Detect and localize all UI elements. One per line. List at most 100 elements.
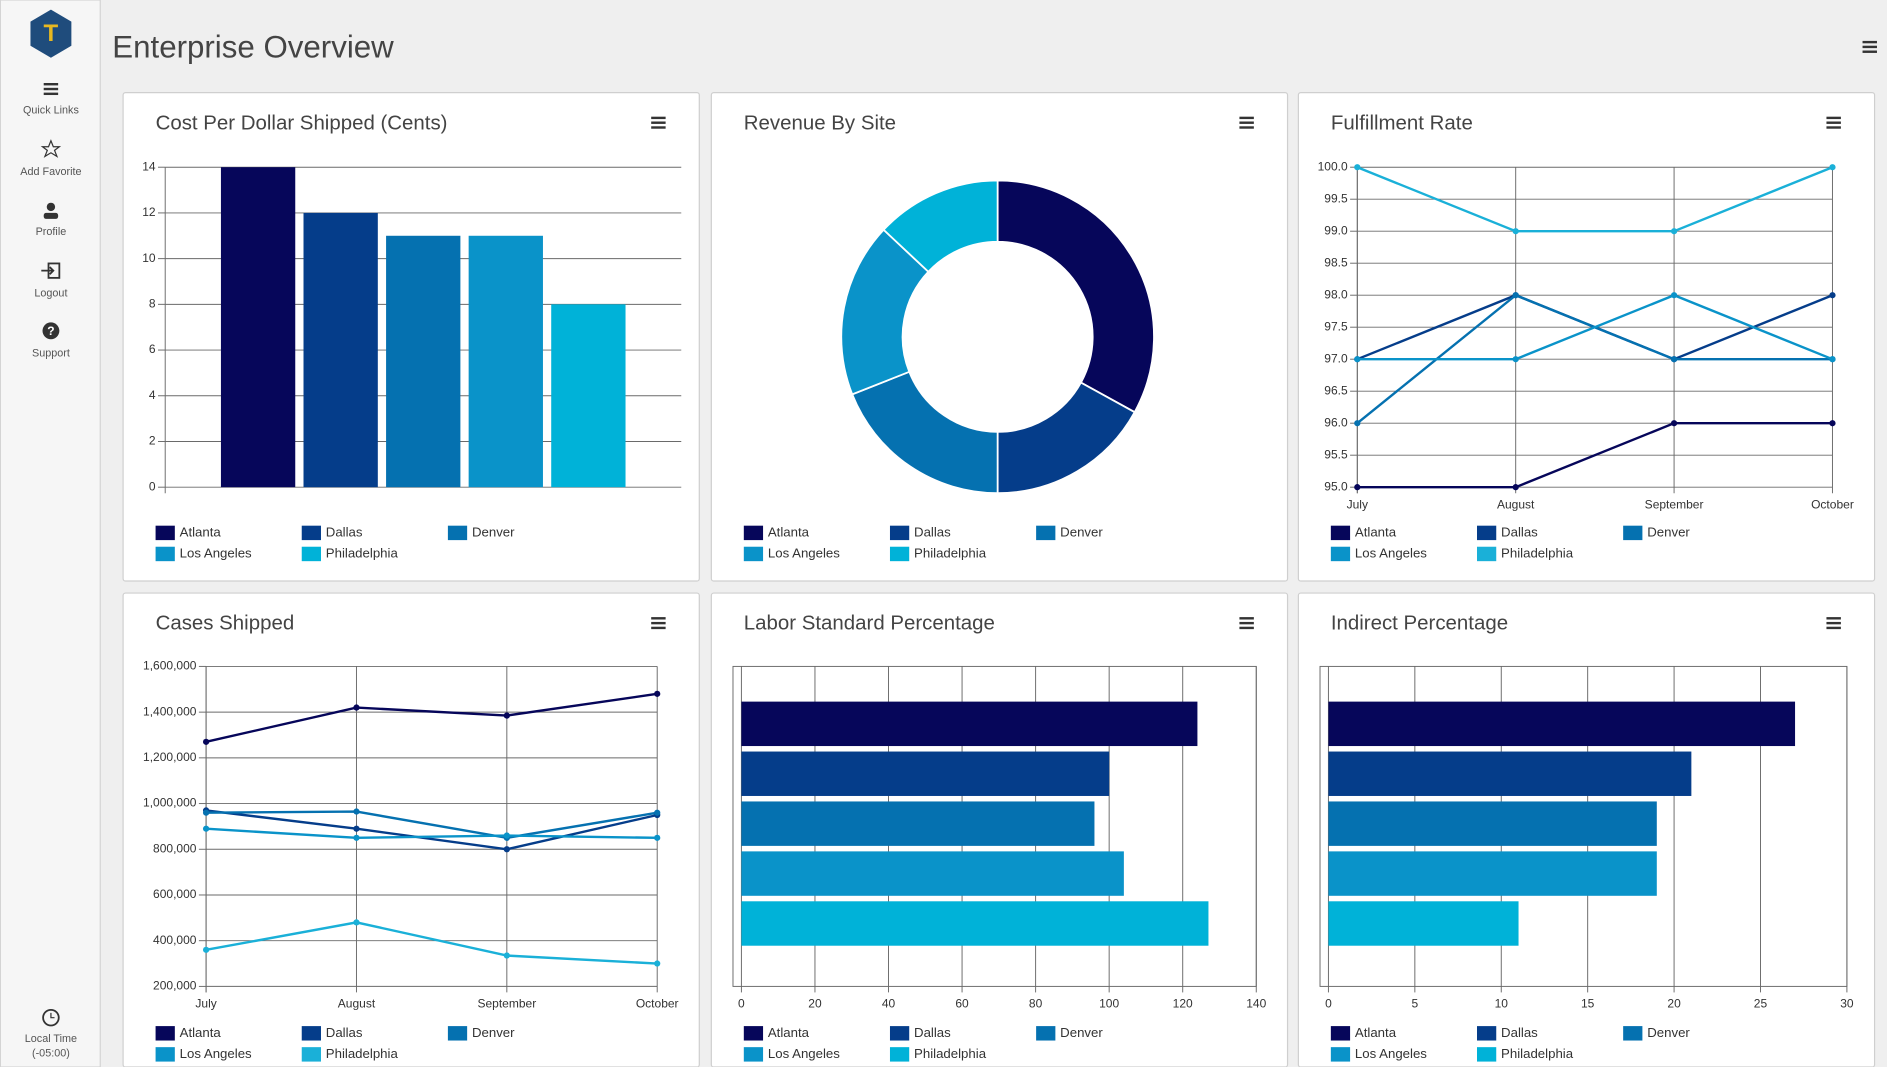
legend-label[interactable]: Dallas — [914, 524, 951, 539]
bar — [1328, 901, 1519, 946]
y-tick-label: 2 — [149, 434, 156, 448]
legend-swatch[interactable] — [301, 546, 321, 562]
menu-bar — [1826, 626, 1841, 630]
chart-title: Cost Per Dollar Shipped (Cents) — [156, 111, 448, 134]
legend-label[interactable]: Atlanta — [768, 1025, 810, 1040]
bar — [741, 701, 1198, 747]
favorite-icon[interactable] — [40, 139, 62, 158]
chart-title: Revenue By Site — [744, 111, 896, 134]
legend-label[interactable]: Los Angeles — [768, 545, 840, 560]
legend-swatch[interactable] — [1036, 525, 1056, 541]
legend-label[interactable]: Los Angeles — [1355, 545, 1427, 560]
support-icon[interactable]: ? — [42, 322, 60, 340]
legend-label[interactable]: Philadelphia — [326, 1046, 399, 1061]
bar — [468, 235, 543, 488]
legend-swatch[interactable] — [743, 546, 764, 562]
point — [1670, 292, 1678, 299]
legend-label[interactable]: Denver — [1060, 1025, 1103, 1040]
legend-swatch[interactable] — [1477, 525, 1497, 541]
x-tick-label: 0 — [738, 997, 745, 1011]
quick-links-icon[interactable] — [43, 83, 59, 96]
legend-swatch[interactable] — [155, 525, 175, 541]
legend-label[interactable]: Dallas — [326, 524, 363, 539]
legend-label[interactable]: Los Angeles — [180, 1046, 252, 1061]
legend-label[interactable]: Dallas — [914, 1025, 951, 1040]
chart-menu[interactable] — [1826, 617, 1841, 630]
legend-label[interactable]: Atlanta — [768, 524, 810, 539]
legend-label[interactable]: Philadelphia — [1501, 545, 1574, 560]
legend-label[interactable]: Denver — [1060, 524, 1103, 539]
legend-label[interactable]: Los Angeles — [768, 1046, 840, 1061]
x-tick-label: 10 — [1495, 997, 1509, 1011]
legend-swatch[interactable] — [889, 525, 910, 541]
point — [1829, 420, 1836, 427]
legend-label[interactable]: Atlanta — [180, 1025, 222, 1040]
legend-swatch[interactable] — [301, 525, 321, 541]
legend-swatch[interactable] — [1623, 1026, 1643, 1041]
bar — [741, 851, 1124, 896]
nav-label[interactable]: Quick Links — [23, 105, 79, 117]
legend-label[interactable]: Denver — [472, 524, 515, 539]
point — [202, 946, 210, 953]
legend-swatch[interactable] — [1330, 546, 1351, 562]
chart-menu[interactable] — [1239, 617, 1254, 630]
legend-swatch[interactable] — [155, 1026, 175, 1041]
y-tick-label: 1,200,000 — [143, 750, 197, 764]
chart-menu[interactable] — [1239, 116, 1254, 129]
legend-label[interactable]: Dallas — [326, 1025, 363, 1040]
nav-label[interactable]: Add Favorite — [20, 166, 81, 178]
legend-label[interactable]: Philadelphia — [1501, 1046, 1574, 1061]
legend-label[interactable]: Los Angeles — [180, 545, 252, 560]
legend-swatch[interactable] — [1477, 1026, 1497, 1041]
legend-label[interactable]: Los Angeles — [1355, 1046, 1427, 1061]
legend-swatch[interactable] — [1477, 546, 1497, 562]
legend-swatch[interactable] — [889, 1026, 910, 1041]
legend-label[interactable]: Philadelphia — [914, 545, 987, 560]
legend-label[interactable]: Dallas — [1501, 524, 1538, 539]
series-line — [1357, 293, 1833, 361]
legend-label[interactable]: Dallas — [1501, 1025, 1538, 1040]
legend-label[interactable]: Philadelphia — [326, 545, 399, 560]
legend-swatch[interactable] — [743, 1047, 764, 1062]
legend-label[interactable]: Atlanta — [1355, 1025, 1397, 1040]
series-line — [1357, 421, 1833, 489]
legend-swatch[interactable] — [1623, 525, 1643, 541]
nav-label[interactable]: Support — [32, 348, 70, 360]
page-menu[interactable] — [1862, 40, 1877, 53]
y-tick-label: 0 — [149, 479, 156, 493]
chart-menu[interactable] — [651, 617, 666, 630]
legend-swatch[interactable] — [743, 525, 764, 541]
profile-icon[interactable] — [43, 202, 59, 219]
legend-swatch[interactable] — [1477, 1047, 1497, 1062]
y-tick-label: 100.0 — [1318, 159, 1348, 173]
legend-swatch[interactable] — [155, 1047, 175, 1062]
point — [353, 825, 360, 832]
nav-label[interactable]: Profile — [36, 226, 67, 238]
logout-icon[interactable] — [41, 262, 61, 279]
nav-label[interactable]: Logout — [34, 287, 67, 299]
legend-label[interactable]: Atlanta — [180, 524, 222, 539]
legend-swatch[interactable] — [155, 546, 175, 562]
legend-swatch[interactable] — [1330, 525, 1351, 541]
legend-label[interactable]: Atlanta — [1355, 524, 1397, 539]
legend-label[interactable]: Denver — [1647, 524, 1690, 539]
legend-swatch[interactable] — [1036, 1026, 1056, 1041]
legend-swatch[interactable] — [301, 1047, 321, 1062]
menu-bar — [1826, 116, 1841, 120]
legend-label[interactable]: Denver — [1647, 1025, 1690, 1040]
series-line — [206, 810, 658, 840]
bar — [1328, 751, 1692, 796]
chart-menu[interactable] — [651, 116, 666, 129]
chart-menu[interactable] — [1826, 116, 1841, 129]
legend-label[interactable]: Philadelphia — [914, 1046, 987, 1061]
legend-swatch[interactable] — [889, 1047, 910, 1062]
legend-swatch[interactable] — [301, 1026, 321, 1041]
legend-swatch[interactable] — [1330, 1026, 1351, 1041]
logo[interactable] — [30, 9, 72, 58]
legend-swatch[interactable] — [1330, 1047, 1351, 1062]
legend-swatch[interactable] — [889, 546, 910, 562]
legend-swatch[interactable] — [447, 1026, 468, 1041]
legend-label[interactable]: Denver — [472, 1025, 515, 1040]
legend-swatch[interactable] — [743, 1026, 764, 1041]
legend-swatch[interactable] — [447, 525, 468, 541]
